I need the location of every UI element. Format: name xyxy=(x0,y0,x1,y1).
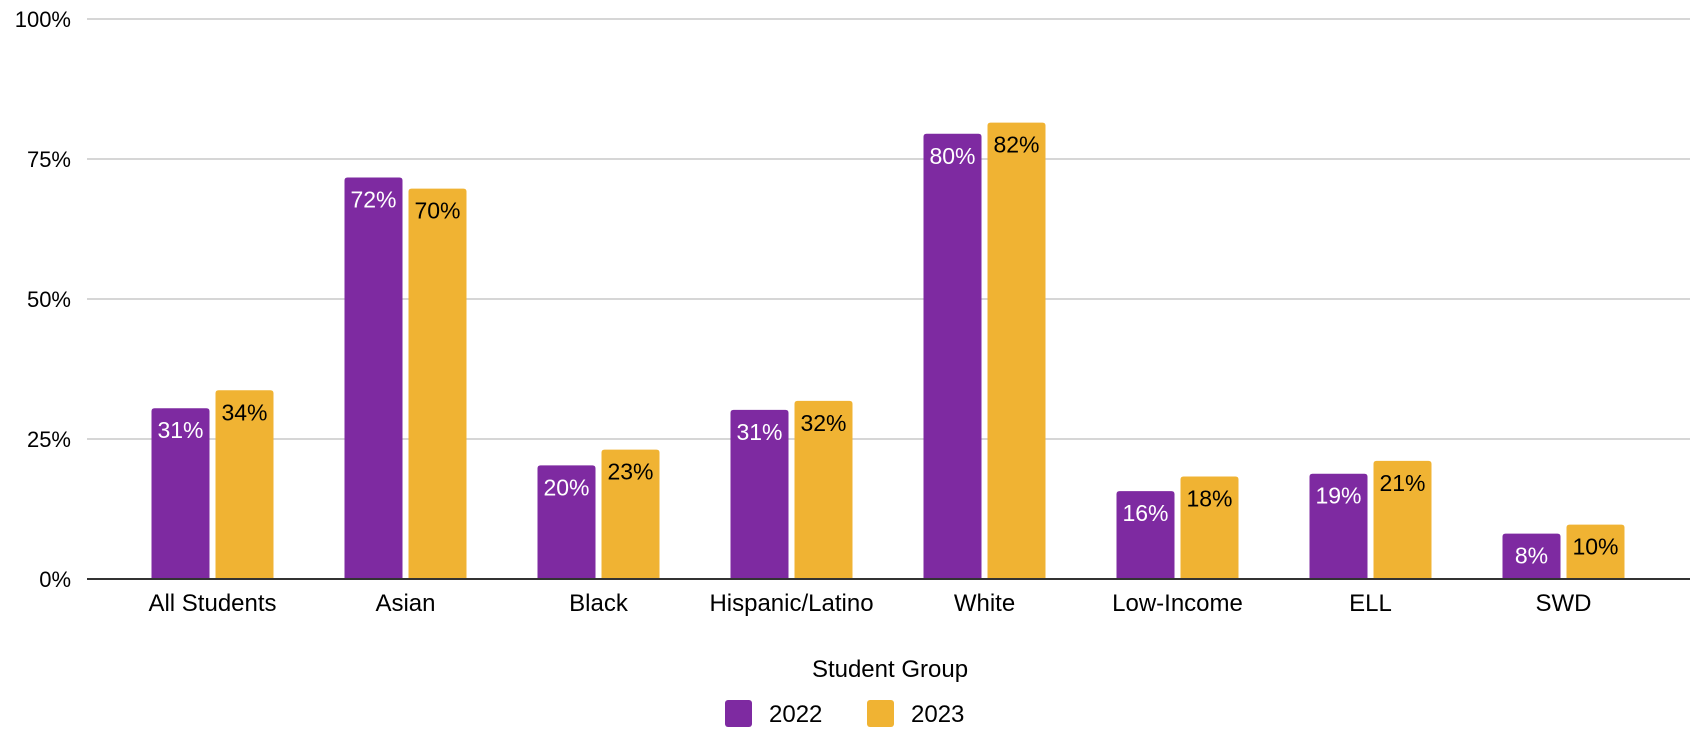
bar-2022-low-income xyxy=(1116,491,1175,579)
y-axis-ticks: 0% 25% 50% 75% 100% xyxy=(15,7,71,592)
data-label: 19% xyxy=(1315,483,1361,509)
data-label: 8% xyxy=(1515,543,1548,569)
category-label: Hispanic/Latino xyxy=(709,590,873,617)
bar-2023-ell xyxy=(1373,460,1432,579)
legend-label-2023: 2023 xyxy=(911,701,964,728)
data-label: 18% xyxy=(1186,486,1232,512)
x-axis-title: Student Group xyxy=(812,656,968,683)
category-label: SWD xyxy=(1536,590,1592,617)
bar-2023-hispanic-latino xyxy=(794,400,853,579)
data-label: 80% xyxy=(929,143,975,169)
data-label: 31% xyxy=(157,417,203,443)
category-label: Low-Income xyxy=(1112,590,1243,617)
bar-2023-low-income xyxy=(1180,476,1239,579)
legend-swatch-2023 xyxy=(867,700,894,727)
y-tick-label: 75% xyxy=(27,147,71,172)
bar-2023-asian xyxy=(408,188,467,579)
data-label: 10% xyxy=(1572,534,1618,560)
legend-swatch-2022 xyxy=(725,700,752,727)
category-label: All Students xyxy=(148,590,276,617)
category-label: ELL xyxy=(1349,590,1392,617)
data-label: 31% xyxy=(736,419,782,445)
data-labels: 31% 34% 72% 70% 20% 23% 31% 32% 80% 82% 16% 18% 19% 2… xyxy=(157,132,1618,569)
bar-2022-all-students xyxy=(151,408,210,579)
category-label: White xyxy=(954,590,1015,617)
data-label: 34% xyxy=(221,399,267,425)
data-label: 32% xyxy=(800,410,846,436)
data-label: 72% xyxy=(350,186,396,212)
data-label: 16% xyxy=(1122,500,1168,526)
bar-2022-ell xyxy=(1309,473,1368,579)
data-label: 23% xyxy=(607,459,653,485)
data-label: 82% xyxy=(993,132,1039,158)
data-label: 21% xyxy=(1379,470,1425,496)
y-tick-label: 50% xyxy=(27,287,71,312)
bar-2022-hispanic-latino xyxy=(730,409,789,579)
y-tick-label: 0% xyxy=(39,567,71,592)
y-tick-label: 100% xyxy=(15,7,71,32)
gridlines xyxy=(87,18,1690,440)
y-tick-label: 25% xyxy=(27,427,71,452)
data-label: 20% xyxy=(543,474,589,500)
bar-2022-asian xyxy=(344,177,403,580)
legend: 2022 2023 xyxy=(725,700,964,728)
category-label: Asian xyxy=(375,590,435,617)
bar-2023-black xyxy=(601,449,660,579)
legend-label-2022: 2022 xyxy=(769,701,822,728)
bar-2022-black xyxy=(537,465,596,579)
bar-2023-all-students xyxy=(215,390,274,579)
bar-2023-white xyxy=(987,122,1046,579)
bars xyxy=(151,122,1625,580)
category-label: Black xyxy=(569,590,629,617)
bar-2022-swd xyxy=(1502,533,1561,579)
x-axis-category-labels: All Students Asian Black Hispanic/Latino Whi… xyxy=(148,590,1591,617)
data-label: 70% xyxy=(414,198,460,224)
bar-2023-swd xyxy=(1566,524,1625,579)
bar-2022-white xyxy=(923,133,982,580)
